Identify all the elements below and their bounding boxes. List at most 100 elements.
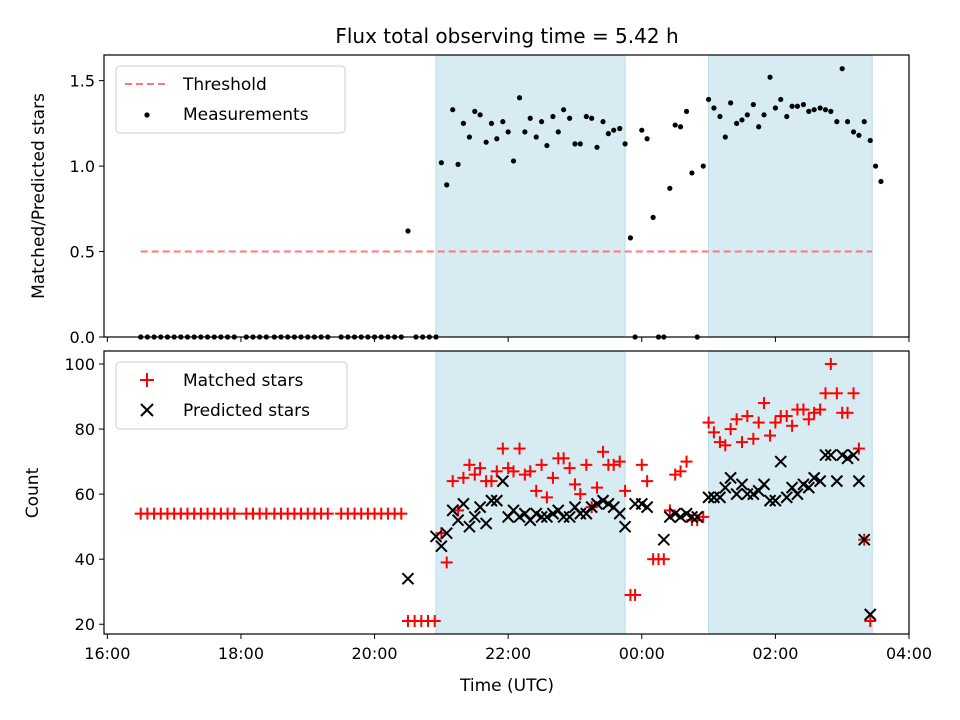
matched-legend-label: Matched stars [183,371,303,391]
predicted-star-point [691,510,704,524]
measurement-point [600,119,606,125]
top-y-ticks: 0.0 0.5 1.0 1.5 [70,72,104,347]
shaded-interval [435,54,626,338]
top-legend-box [115,65,346,134]
matched-star-point [747,432,760,445]
top-shaded-intervals [435,54,873,338]
measurement-point [811,107,817,113]
top-legend: Threshold Measurements [115,65,346,134]
shaded-interval [708,54,873,338]
measurement-point [488,120,495,126]
measurements-legend-marker [144,112,150,118]
measurement-point [605,131,611,137]
bottom-legend: Matched stars Predicted stars [115,361,348,430]
predicted-stars-series [401,448,877,621]
matched-star-point [719,439,732,452]
matched-star-point [457,471,470,484]
measurement-point [617,125,623,132]
matched-star-point [463,458,476,471]
measurement-point [627,235,634,241]
predicted-star-point [440,526,453,540]
y-tick-label: 1.0 [70,157,95,176]
predicted-star-point [841,452,854,465]
matched-star-point [864,614,877,627]
matched-star-point [395,507,408,520]
measurement-point [705,96,712,103]
bottom-y-axis-label: Count [23,467,43,518]
measurement-point [722,134,728,140]
measurement-point [850,129,857,135]
measurement-point [717,113,723,120]
x-tick-label: 20:00 [352,644,398,663]
matched-star-point [824,358,837,371]
measurement-point [839,66,845,72]
predicted-star-point [535,510,548,524]
measurement-point [828,108,834,114]
x-tick-label: 18:00 [218,644,264,663]
predicted-star-point [769,494,782,507]
measurement-point [772,105,778,111]
bottom-panel: 20 40 60 80 100 16:00 18:00 20:00 22:00 00:00 02:… [23,350,932,663]
predicted-star-point [713,491,727,504]
measurement-point [822,107,829,113]
predicted-star-point [590,497,604,511]
matched-star-point [535,458,548,471]
measurement-point [856,132,862,138]
measurement-point [683,108,690,114]
measurement-point [784,113,790,120]
measurement-point [806,108,812,114]
measurement-point [577,141,583,147]
predicted-star-point [490,494,504,507]
matched-star-point [507,465,520,478]
measurement-point [555,129,561,135]
matched-star-point [752,416,765,429]
measurement-point [455,161,461,167]
predicted-star-point [763,494,777,507]
measurement-point [533,134,539,140]
measurement-point [567,115,573,121]
predicted-star-point [429,530,443,543]
measurement-point [711,105,717,111]
y-tick-label: 20 [75,615,95,634]
measurement-point [739,117,745,123]
matched-star-point [540,491,553,504]
predicted-star-point [685,510,699,524]
measurement-point [867,137,873,144]
measurement-point [405,228,411,234]
measurement-point [594,144,600,150]
predicted-star-point [496,474,510,488]
measurement-point [750,101,756,108]
measurement-point [494,136,500,142]
matched-star-point [619,484,632,497]
matched-star-point [797,403,810,416]
matched-star-point [557,452,570,465]
predicted-star-point [457,497,470,511]
matched-star-point [730,413,743,426]
measurement-point [689,170,695,176]
measurement-point [767,74,773,80]
matched-star-point [446,475,459,488]
measurement-point [650,214,656,220]
predicted-star-point [618,520,632,533]
y-tick-label: 40 [75,550,95,569]
measurement-point [834,119,840,125]
predicted-star-point [451,513,465,527]
matched-star-point [786,419,799,432]
matched-star-point [769,416,782,429]
matched-star-point [428,614,441,627]
matched-star-point [830,387,843,400]
measurement-point [744,112,750,118]
measurement-point [611,127,617,133]
bottom-legend-box [115,361,348,430]
matched-legend-marker [140,373,154,387]
x-tick-label: 02:00 [752,644,798,663]
measurement-point [861,119,867,125]
predicted-star-point [719,481,732,494]
predicted-star-point [774,455,787,468]
x-tick-label: 04:00 [886,644,932,663]
measurement-point [466,134,473,140]
y-tick-label: 100 [64,355,95,374]
predicted-star-point [463,520,476,533]
predicted-star-point [830,474,844,488]
predicted-star-point [479,517,493,530]
